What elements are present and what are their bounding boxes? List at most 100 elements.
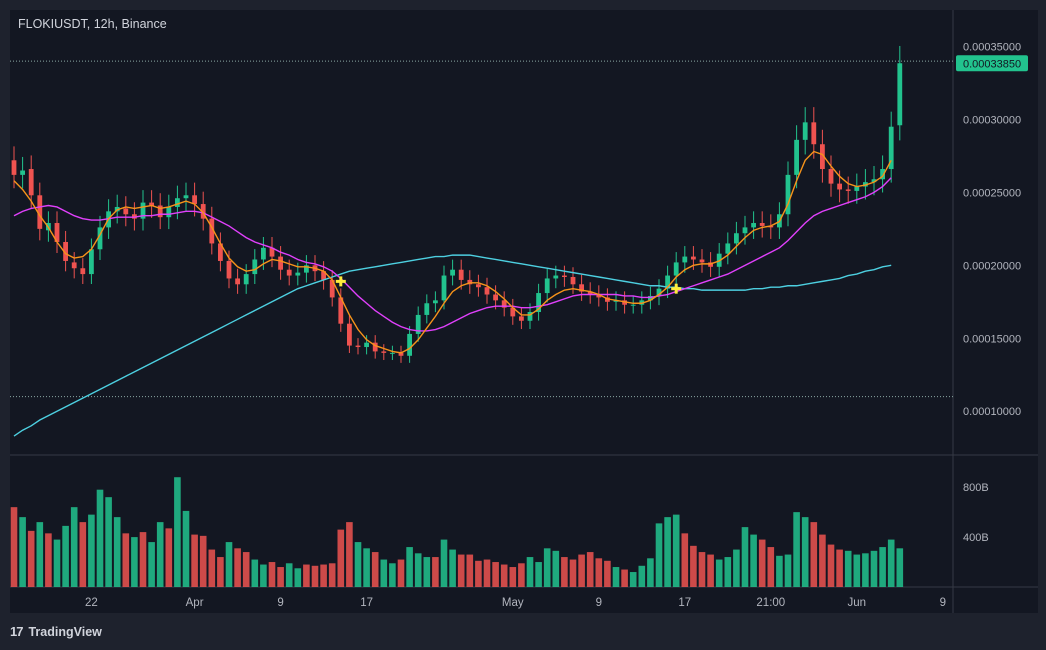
candle[interactable] xyxy=(751,223,756,228)
candle[interactable] xyxy=(768,225,774,228)
candle[interactable] xyxy=(579,284,584,292)
candle[interactable] xyxy=(880,169,885,180)
candle[interactable] xyxy=(613,300,619,302)
candle[interactable] xyxy=(407,333,412,356)
candle[interactable] xyxy=(218,243,223,261)
candle[interactable] xyxy=(433,300,438,304)
candle[interactable] xyxy=(140,202,146,219)
candle[interactable] xyxy=(424,303,430,315)
candle[interactable] xyxy=(166,206,172,218)
candle[interactable] xyxy=(355,345,361,348)
candle[interactable] xyxy=(682,256,688,263)
candle[interactable] xyxy=(656,288,662,296)
candle[interactable] xyxy=(544,278,550,294)
candle[interactable] xyxy=(888,126,894,170)
candle[interactable] xyxy=(759,223,765,226)
candle[interactable] xyxy=(28,169,34,196)
candle[interactable] xyxy=(794,139,799,175)
candle[interactable] xyxy=(673,262,679,276)
candle[interactable] xyxy=(338,297,344,324)
candle[interactable] xyxy=(304,265,309,273)
candle[interactable] xyxy=(192,195,197,205)
candle[interactable] xyxy=(837,183,842,190)
last-price-tag[interactable] xyxy=(956,55,1028,72)
candle[interactable] xyxy=(622,300,627,305)
candle[interactable] xyxy=(648,295,653,301)
candle[interactable] xyxy=(398,352,404,356)
candle[interactable] xyxy=(278,256,283,270)
candle[interactable] xyxy=(37,195,43,229)
ma-fast-line[interactable] xyxy=(13,150,892,354)
candle[interactable] xyxy=(501,300,507,308)
candle[interactable] xyxy=(820,144,825,170)
candle[interactable] xyxy=(802,122,808,140)
candle[interactable] xyxy=(587,291,593,295)
candle[interactable] xyxy=(742,227,748,234)
ma-mid-line[interactable] xyxy=(13,177,892,332)
candle[interactable] xyxy=(828,169,834,184)
candle[interactable] xyxy=(157,205,163,218)
candle[interactable] xyxy=(364,342,369,348)
candle[interactable] xyxy=(97,227,103,250)
candle[interactable] xyxy=(269,247,275,257)
candle[interactable] xyxy=(665,275,670,289)
ma-slow-line[interactable] xyxy=(13,254,892,437)
candle[interactable] xyxy=(149,202,154,206)
signal-cross-icon[interactable] xyxy=(671,283,682,294)
candle[interactable] xyxy=(235,278,240,285)
candle[interactable] xyxy=(243,274,249,285)
candle[interactable] xyxy=(54,223,60,242)
candle[interactable] xyxy=(295,272,301,276)
candle[interactable] xyxy=(630,304,636,306)
candle[interactable] xyxy=(519,316,524,321)
candle[interactable] xyxy=(476,284,481,288)
candle[interactable] xyxy=(553,275,559,279)
candle[interactable] xyxy=(458,269,464,280)
candle[interactable] xyxy=(897,63,903,126)
candle[interactable] xyxy=(467,279,473,285)
candle[interactable] xyxy=(381,351,387,353)
candle[interactable] xyxy=(286,269,292,276)
candle[interactable] xyxy=(510,307,516,317)
candle[interactable] xyxy=(80,268,86,275)
candle[interactable] xyxy=(226,260,232,279)
candle[interactable] xyxy=(20,170,25,175)
candle[interactable] xyxy=(493,294,498,301)
candle[interactable] xyxy=(347,323,352,346)
brand[interactable]: 17 TradingView xyxy=(10,624,102,639)
candle[interactable] xyxy=(562,275,567,277)
candle[interactable] xyxy=(71,262,77,269)
candle[interactable] xyxy=(415,314,421,334)
candle[interactable] xyxy=(527,312,533,321)
candle[interactable] xyxy=(871,179,877,183)
candle[interactable] xyxy=(89,249,94,275)
candle[interactable] xyxy=(63,241,68,261)
candle[interactable] xyxy=(605,297,610,302)
candle[interactable] xyxy=(329,279,335,298)
candle[interactable] xyxy=(484,287,490,295)
candle[interactable] xyxy=(209,218,215,244)
candle[interactable] xyxy=(725,243,731,254)
candle[interactable] xyxy=(11,160,17,175)
candle[interactable] xyxy=(570,277,576,285)
candle[interactable] xyxy=(175,198,180,207)
candle[interactable] xyxy=(321,271,326,280)
candle[interactable] xyxy=(183,195,189,199)
signal-cross-icon[interactable] xyxy=(335,276,346,287)
candle[interactable] xyxy=(372,342,378,352)
candle[interactable] xyxy=(252,259,258,275)
candle[interactable] xyxy=(699,259,705,263)
candle[interactable] xyxy=(811,122,817,145)
candle[interactable] xyxy=(123,208,129,215)
candle[interactable] xyxy=(536,293,541,313)
candle[interactable] xyxy=(390,352,395,354)
candle[interactable] xyxy=(450,269,455,276)
candle[interactable] xyxy=(200,204,206,219)
candle[interactable] xyxy=(596,294,602,298)
candle[interactable] xyxy=(261,247,266,260)
candle[interactable] xyxy=(691,256,696,260)
candle[interactable] xyxy=(132,214,137,219)
candle[interactable] xyxy=(734,233,739,244)
candle[interactable] xyxy=(845,189,851,191)
